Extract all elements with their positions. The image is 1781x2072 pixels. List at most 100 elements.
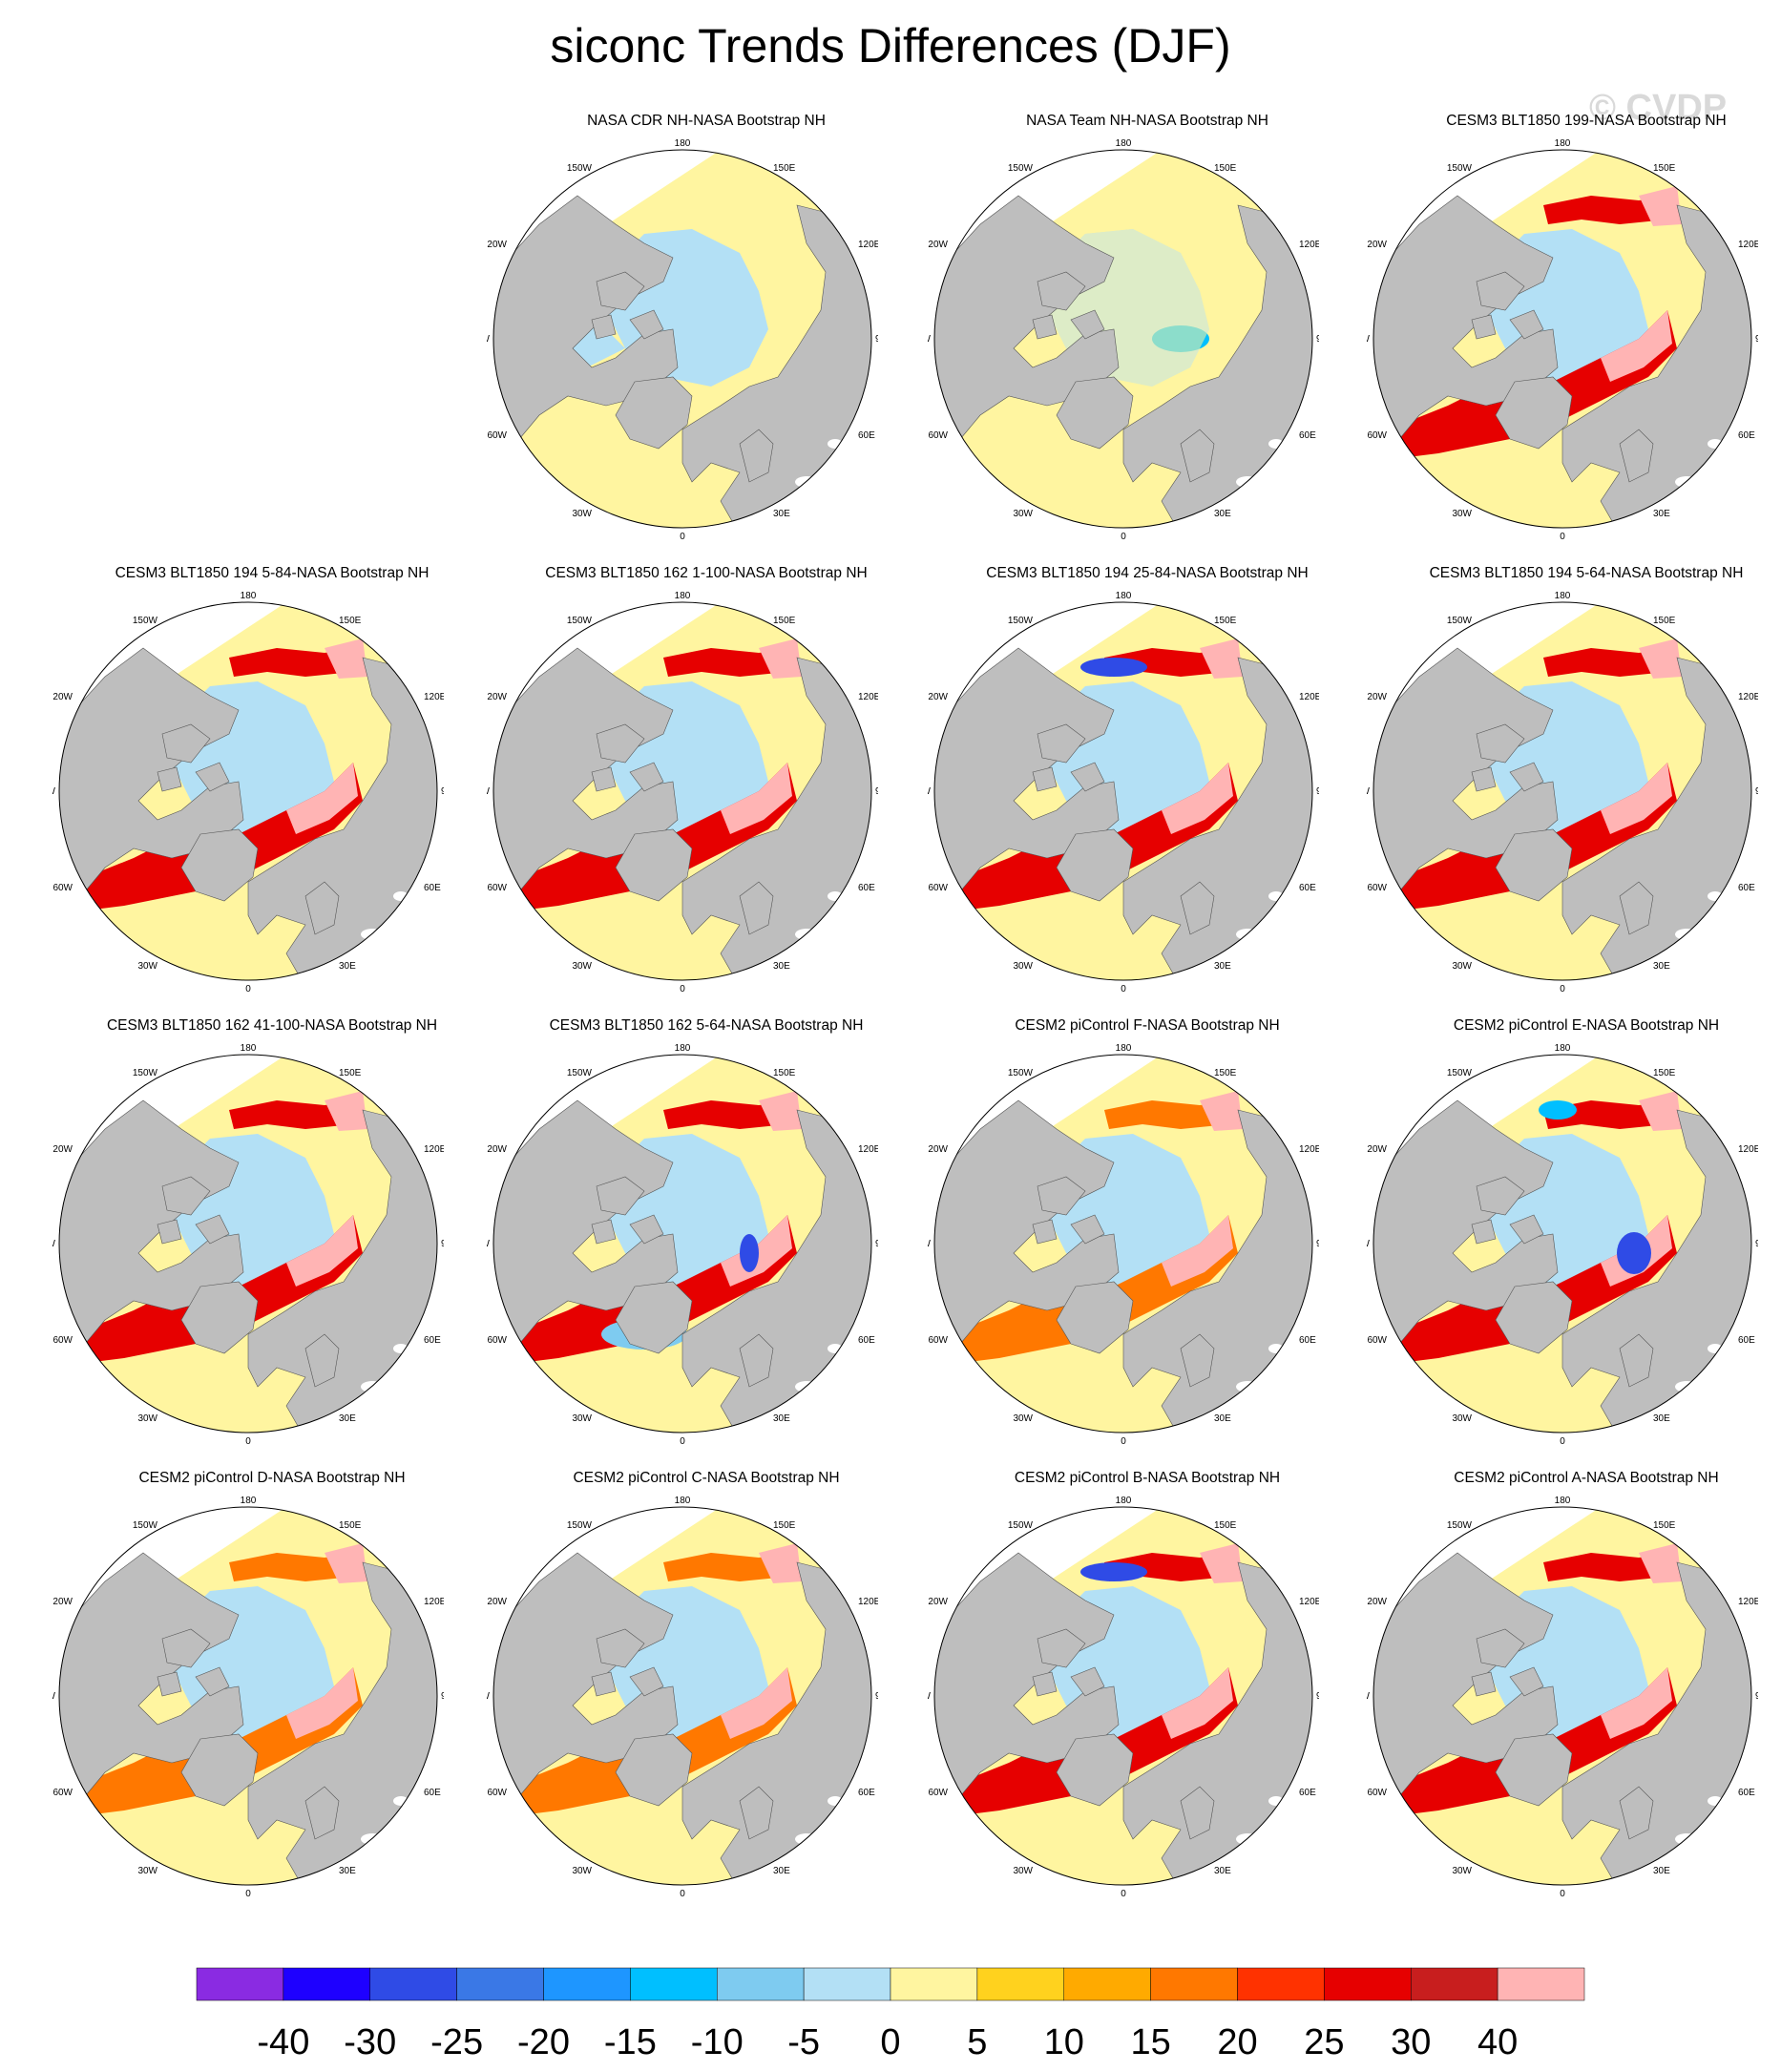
longitude-label: 90W bbox=[487, 1239, 491, 1249]
map-frame bbox=[58, 601, 438, 981]
lake bbox=[393, 891, 409, 901]
longitude-label: 120E bbox=[1738, 240, 1758, 250]
longitude-label: 180 bbox=[1116, 1496, 1132, 1506]
longitude-label: 150W bbox=[133, 1068, 158, 1078]
longitude-label: 150E bbox=[1214, 1520, 1237, 1531]
longitude-label: 30E bbox=[1653, 961, 1670, 972]
longitude-label: 120W bbox=[928, 692, 949, 702]
colorbar-swatch bbox=[890, 1967, 978, 2001]
longitude-label: 90W bbox=[487, 334, 491, 345]
scandinavia-land bbox=[1180, 1333, 1215, 1388]
longitude-label: 90E bbox=[1755, 786, 1758, 797]
map-panel: CESM2 piControl A-NASA Bootstrap NH 180 0 1… bbox=[1367, 1470, 1781, 1918]
longitude-label: 30W bbox=[572, 1413, 592, 1424]
longitude-label: 180 bbox=[1555, 1043, 1571, 1054]
atlantic-positive-band bbox=[520, 763, 797, 910]
lake bbox=[828, 1344, 843, 1353]
map-panel: CESM3 BLT1850 199-NASA Bootstrap NH 180 0 1… bbox=[1367, 113, 1781, 561]
map-frame bbox=[492, 601, 872, 981]
longitude-label: 30W bbox=[1013, 509, 1033, 519]
map-frame bbox=[1372, 1506, 1752, 1886]
atlantic-positive-band bbox=[1400, 1667, 1677, 1815]
longitude-label: 150W bbox=[133, 616, 158, 626]
longitude-label: 150E bbox=[1214, 163, 1237, 174]
longitude-label: 90E bbox=[875, 334, 878, 345]
longitude-label: 120E bbox=[424, 692, 444, 702]
longitude-label: 180 bbox=[241, 591, 257, 601]
colorbar-tick-label: -30 bbox=[344, 2022, 396, 2062]
longitude-label: 0 bbox=[245, 984, 251, 994]
atlantic-positive-band bbox=[520, 1667, 797, 1815]
colorbar-swatch bbox=[1063, 1967, 1151, 2001]
atlantic-positive-band bbox=[86, 1215, 363, 1363]
arctic-archipelago-land bbox=[1471, 1628, 1544, 1697]
longitude-label: 120W bbox=[1367, 1597, 1388, 1607]
scandinavia-land bbox=[739, 1333, 774, 1388]
longitude-label: 180 bbox=[675, 1043, 691, 1054]
longitude-label: 30W bbox=[1013, 1866, 1033, 1876]
longitude-label: 120E bbox=[858, 240, 878, 250]
lake bbox=[1708, 1796, 1723, 1806]
longitude-label: 90E bbox=[1316, 1239, 1319, 1249]
atlantic-positive-band bbox=[1400, 763, 1677, 910]
scandinavia-land bbox=[304, 1333, 340, 1388]
panel-title: CESM2 piControl A-NASA Bootstrap NH bbox=[1454, 1470, 1719, 1486]
longitude-label: 60E bbox=[1299, 1788, 1316, 1798]
map-panel: NASA CDR NH-NASA Bootstrap NH 180 0 150W 150… bbox=[487, 113, 926, 561]
colorbar-swatch bbox=[1237, 1967, 1325, 2001]
greenland-land bbox=[1056, 1281, 1134, 1354]
barents-positive bbox=[1601, 1667, 1672, 1739]
lake bbox=[393, 1344, 409, 1353]
scandinavia-land bbox=[739, 881, 774, 935]
longitude-label: 0 bbox=[245, 1436, 251, 1447]
longitude-label: 150W bbox=[1447, 1068, 1473, 1078]
longitude-label: 0 bbox=[1121, 1436, 1126, 1447]
longitude-label: 150W bbox=[567, 163, 593, 174]
polar-map: 180 0 150W 150E 120W 120E 90W 90E 60W 60E 30W 30E bbox=[487, 591, 878, 994]
north-america-land bbox=[493, 647, 679, 897]
barents-positive bbox=[1162, 1667, 1233, 1739]
okhotsk-positive bbox=[1639, 186, 1682, 226]
greenland-land bbox=[1495, 1281, 1573, 1354]
longitude-label: 60W bbox=[1367, 1335, 1387, 1346]
scandinavia-land bbox=[1619, 1786, 1654, 1840]
barents-positive bbox=[1601, 310, 1672, 382]
longitude-label: 60E bbox=[858, 883, 875, 893]
colorbar-tick-label: -25 bbox=[430, 2022, 483, 2062]
longitude-label: 90E bbox=[1755, 1691, 1758, 1702]
colorbar-swatch bbox=[1324, 1967, 1412, 2001]
lake bbox=[1708, 439, 1723, 449]
longitude-label: 90E bbox=[1316, 334, 1319, 345]
map-frame bbox=[58, 1054, 438, 1434]
longitude-label: 150E bbox=[773, 163, 796, 174]
lake bbox=[828, 439, 843, 449]
barents-positive bbox=[1601, 763, 1672, 834]
longitude-label: 30W bbox=[1452, 509, 1472, 519]
greenland-land bbox=[1495, 376, 1573, 450]
longitude-label: 90E bbox=[441, 1691, 444, 1702]
longitude-label: 90E bbox=[441, 786, 444, 797]
lake bbox=[1268, 439, 1284, 449]
barents-positive bbox=[721, 1667, 792, 1739]
okhotsk-positive bbox=[325, 1543, 367, 1583]
longitude-label: 30E bbox=[1214, 1413, 1231, 1424]
longitude-label: 150E bbox=[773, 616, 796, 626]
longitude-label: 120E bbox=[858, 1144, 878, 1155]
polar-map: 180 0 150W 150E 120W 120E 90W 90E 60W 60E 30W 30E bbox=[487, 1043, 878, 1447]
longitude-label: 150W bbox=[1008, 1068, 1034, 1078]
greenland-land bbox=[1056, 1733, 1134, 1807]
longitude-label: 30W bbox=[572, 1866, 592, 1876]
longitude-label: 120W bbox=[1367, 692, 1388, 702]
longitude-label: 30E bbox=[1653, 1866, 1670, 1876]
longitude-label: 120E bbox=[1299, 1144, 1319, 1155]
longitude-label: 150E bbox=[1214, 616, 1237, 626]
barents-positive bbox=[286, 1667, 358, 1739]
polar-map: 180 0 150W 150E 120W 120E 90W 90E 60W 60E 30W 30E bbox=[928, 1043, 1319, 1447]
pacific-negative bbox=[1080, 1562, 1147, 1581]
longitude-label: 0 bbox=[1560, 1436, 1565, 1447]
longitude-label: 30E bbox=[1214, 509, 1231, 519]
map-frame bbox=[1372, 1054, 1752, 1434]
longitude-label: 120W bbox=[1367, 1144, 1388, 1155]
longitude-label: 30W bbox=[137, 1866, 157, 1876]
map-panel: CESM3 BLT1850 194 5-84-NASA Bootstrap NH… bbox=[52, 565, 492, 1014]
